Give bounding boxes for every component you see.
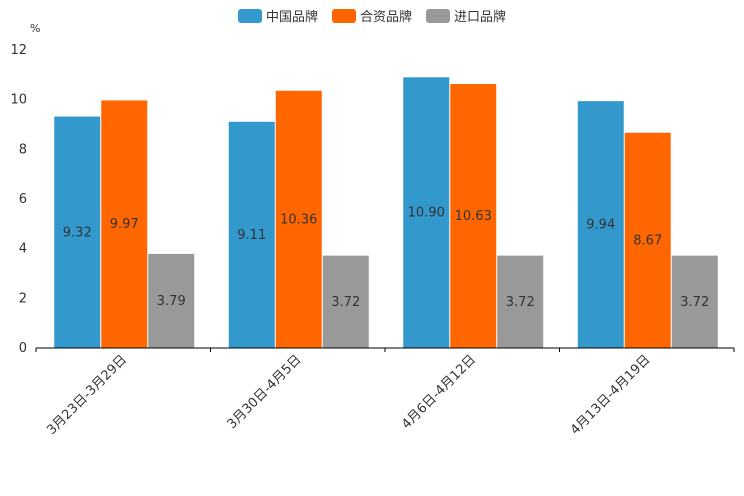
legend-item-joint-venture-brand[interactable]: 合资品牌	[331, 6, 412, 25]
y-tick-label: 6	[19, 192, 27, 207]
legend-label-imported-brand: 进口品牌	[454, 10, 507, 25]
x-tick-label: 4月13日-4月19日	[568, 352, 654, 438]
x-tick-label: 4月6日-4月12日	[399, 352, 479, 432]
bar	[577, 101, 624, 348]
y-tick-label: 4	[19, 242, 27, 257]
legend-label-china-brand: 中国品牌	[265, 10, 318, 25]
y-tick-label: 8	[19, 142, 27, 157]
y-tick-label: 2	[19, 291, 27, 306]
bar-data-label: 9.11	[237, 228, 266, 243]
y-tick-label: 12	[10, 43, 27, 58]
legend-swatch-china-brand	[237, 8, 262, 23]
bar-data-label: 10.36	[280, 212, 317, 227]
bar-data-label: 9.32	[63, 225, 92, 240]
y-tick-label: 10	[10, 93, 27, 108]
bar-data-label: 3.79	[157, 294, 186, 309]
legend-item-imported-brand[interactable]: 进口品牌	[426, 6, 506, 25]
x-tick-label: 3月30日-4月5日	[225, 352, 305, 432]
bar	[54, 116, 101, 348]
bar	[275, 90, 322, 348]
bar	[450, 84, 497, 348]
legend-item-china-brand[interactable]: 中国品牌	[237, 6, 318, 25]
bar	[624, 132, 671, 348]
bar	[228, 121, 275, 348]
bar-data-label: 3.72	[680, 295, 709, 310]
bar-data-label: 10.63	[455, 209, 492, 224]
bar-data-label: 3.72	[331, 295, 360, 310]
bar-data-label: 10.90	[408, 206, 445, 221]
bar	[322, 255, 369, 348]
y-axis-unit: %	[30, 22, 41, 35]
bar-data-label: 9.97	[110, 217, 139, 232]
bar-data-label: 9.94	[586, 218, 615, 233]
legend-swatch-imported-brand	[426, 8, 450, 23]
legend-label-joint-venture-brand: 合资品牌	[359, 10, 412, 25]
bar	[671, 255, 718, 348]
y-tick-label: 0	[19, 341, 27, 356]
bar	[148, 253, 195, 348]
legend-swatch-joint-venture-brand	[331, 8, 356, 23]
bar	[101, 100, 148, 348]
legend: 中国品牌 合资品牌 进口品牌	[0, 6, 744, 25]
bar-data-label: 8.67	[633, 233, 662, 248]
bar-data-label: 3.72	[506, 295, 535, 310]
bar	[497, 255, 544, 348]
bar	[403, 77, 450, 349]
x-tick-label: 3月23日-3月29日	[44, 352, 130, 438]
